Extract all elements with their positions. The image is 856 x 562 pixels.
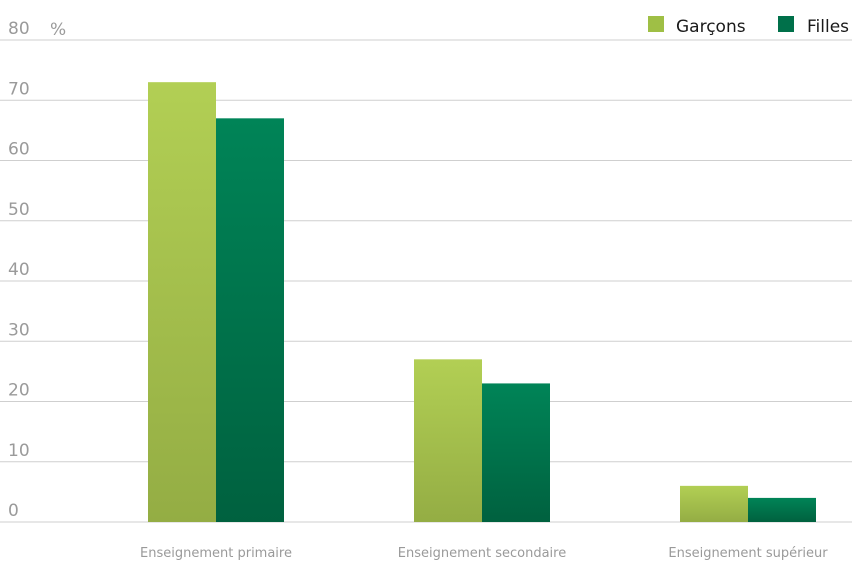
legend-label-garcons: Garçons <box>676 17 746 37</box>
y-tick-label-20: 20 <box>8 381 30 401</box>
legend-swatch-garcons <box>648 16 664 32</box>
bars <box>148 82 816 523</box>
bar-garcons-0 <box>148 82 216 523</box>
y-axis-ticks: 0 10 20 30 40 50 60 70 80 <box>8 19 30 521</box>
bar-garcons-2 <box>680 485 748 522</box>
bar-filles-1 <box>482 383 550 522</box>
y-tick-label-0: 0 <box>8 501 19 521</box>
y-tick-label-40: 40 <box>8 260 30 280</box>
legend: Garçons Filles <box>648 16 849 37</box>
y-tick-label-10: 10 <box>8 441 30 461</box>
y-tick-label-30: 30 <box>8 320 30 340</box>
y-tick-label-50: 50 <box>8 200 30 220</box>
x-category-label-1: Enseignement secondaire <box>398 546 566 561</box>
gridlines <box>0 39 852 523</box>
y-tick-label-70: 70 <box>8 79 30 99</box>
y-tick-label-80: 80 <box>8 19 30 39</box>
x-axis-category-labels: Enseignement primaire Enseignement second… <box>140 546 828 561</box>
y-tick-label-60: 60 <box>8 140 30 160</box>
x-category-label-2: Enseignement supérieur <box>668 546 828 561</box>
legend-swatch-filles <box>778 16 794 32</box>
legend-label-filles: Filles <box>807 17 849 37</box>
y-axis-unit-label: % <box>50 20 66 40</box>
bar-filles-0 <box>216 118 284 522</box>
x-category-label-0: Enseignement primaire <box>140 546 292 561</box>
bar-filles-2 <box>748 497 816 522</box>
bar-garcons-1 <box>414 359 482 522</box>
